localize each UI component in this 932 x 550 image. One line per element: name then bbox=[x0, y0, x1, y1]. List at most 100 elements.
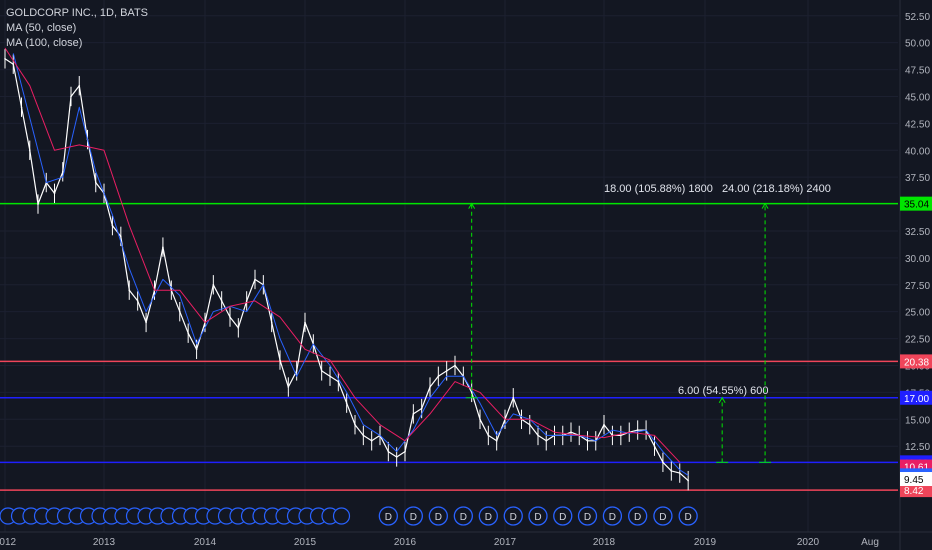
ma50-line bbox=[12, 53, 689, 476]
price-point bbox=[395, 456, 398, 458]
ma50-legend-label[interactable]: MA (50, close) bbox=[6, 22, 77, 34]
x-tick-label: 2020 bbox=[797, 537, 820, 548]
series-layer bbox=[4, 47, 689, 491]
dividend-marker-label: D bbox=[435, 512, 442, 523]
dividend-marker-label: D bbox=[485, 512, 492, 523]
price-point bbox=[512, 396, 515, 399]
price-point bbox=[653, 445, 656, 447]
horizontal-levels[interactable] bbox=[0, 202, 898, 491]
level-price-tag bbox=[900, 354, 932, 369]
price-point bbox=[195, 348, 198, 351]
x-tick-label: 2019 bbox=[694, 537, 717, 548]
x-tick-label: 2015 bbox=[294, 537, 317, 548]
level-price-label: 17.00 bbox=[904, 394, 929, 405]
last-price-label: 9.45 bbox=[904, 475, 924, 486]
price-point bbox=[603, 423, 605, 426]
price-point bbox=[279, 359, 281, 361]
x-tick-label: 2017 bbox=[494, 537, 517, 548]
price-point bbox=[670, 470, 673, 472]
y-tick-label: 27.50 bbox=[905, 281, 930, 292]
dividend-marker[interactable] bbox=[378, 506, 398, 526]
price-point bbox=[111, 224, 114, 227]
dividend-marker-label: D bbox=[510, 512, 517, 523]
dividend-marker[interactable] bbox=[503, 506, 523, 526]
dividend-marker[interactable] bbox=[453, 506, 473, 526]
price-point bbox=[528, 423, 531, 426]
symbol-title[interactable]: GOLDCORP INC., 1D, BATS bbox=[6, 7, 149, 19]
price-point bbox=[412, 413, 415, 415]
price-point bbox=[212, 283, 215, 286]
level-price-label: 20.38 bbox=[904, 357, 929, 368]
price-point bbox=[345, 402, 348, 404]
price-point bbox=[4, 58, 6, 60]
price-axis[interactable]: 52.5050.0047.5045.0042.5040.0037.5035.00… bbox=[899, 0, 932, 550]
price-point bbox=[454, 364, 456, 367]
dividend-marker[interactable] bbox=[553, 506, 573, 526]
dividend-marker[interactable] bbox=[602, 506, 623, 526]
chart-legend: GOLDCORP INC., 1D, BATS MA (50, close) M… bbox=[6, 6, 148, 51]
price-point bbox=[687, 479, 689, 482]
price-point bbox=[570, 431, 572, 434]
y-tick-label: 45.00 bbox=[905, 92, 930, 103]
price-point bbox=[420, 407, 423, 410]
dividend-marker[interactable] bbox=[577, 506, 598, 526]
price-point bbox=[12, 63, 15, 65]
price-point bbox=[237, 327, 240, 329]
x-tick-label: 2013 bbox=[93, 537, 116, 548]
ma100-legend-label[interactable]: MA (100, close) bbox=[6, 37, 83, 49]
dividend-marker[interactable] bbox=[478, 506, 498, 526]
measure-arrowhead bbox=[468, 202, 476, 209]
x-tick-label: 2016 bbox=[394, 537, 417, 548]
measure-arrowhead bbox=[761, 202, 769, 209]
level-price-tag bbox=[900, 483, 932, 498]
price-point bbox=[662, 461, 664, 464]
price-point bbox=[636, 429, 639, 431]
dividend-marker-label: D bbox=[410, 512, 417, 523]
price-point bbox=[437, 375, 440, 378]
price-point bbox=[487, 434, 490, 437]
price-point bbox=[304, 321, 306, 324]
price-point bbox=[445, 370, 448, 372]
price-point bbox=[94, 181, 97, 184]
price-point bbox=[136, 300, 139, 302]
measure-label: 18.00 (105.88%) 1800 bbox=[604, 183, 713, 195]
dividend-marker[interactable] bbox=[678, 506, 698, 526]
price-point bbox=[245, 300, 248, 302]
price-point bbox=[254, 278, 256, 281]
time-axis[interactable]: 2012 2013 2014 2015 2016 2017 2018 2019 2020 Aug bbox=[0, 531, 932, 548]
price-point bbox=[61, 170, 64, 173]
last-price-label: 10.61 bbox=[904, 463, 929, 474]
y-tick-label: 30.00 bbox=[905, 254, 930, 265]
x-tick-label: 2012 bbox=[0, 537, 17, 548]
y-tick-label: 50.00 bbox=[905, 39, 930, 50]
price-point bbox=[545, 440, 548, 442]
y-tick-label: 40.00 bbox=[905, 146, 930, 157]
dividend-marker[interactable] bbox=[428, 506, 448, 526]
price-point bbox=[187, 332, 189, 335]
price-point bbox=[537, 434, 539, 437]
price-point bbox=[470, 391, 473, 394]
price-point bbox=[120, 235, 122, 238]
price-point bbox=[429, 386, 431, 388]
y-tick-label: 25.00 bbox=[905, 308, 930, 319]
measure-arrowhead bbox=[718, 396, 726, 404]
dividend-marker[interactable] bbox=[628, 506, 648, 526]
dividend-marker[interactable] bbox=[653, 506, 673, 526]
measure-label: 6.00 (54.55%) 600 bbox=[678, 385, 769, 397]
dividend-marker-label: D bbox=[460, 512, 467, 523]
price-point bbox=[162, 246, 164, 248]
ma100-line bbox=[4, 47, 681, 463]
measure-tools[interactable]: 18.00 (105.88%) 1800 24.00 (218.18%) 2400… bbox=[465, 183, 831, 463]
dividend-marker-label: D bbox=[385, 512, 392, 523]
price-point bbox=[128, 289, 131, 291]
dividend-marker[interactable] bbox=[528, 506, 548, 526]
level-price-label: 35.04 bbox=[904, 200, 929, 211]
dividend-marker-label: D bbox=[609, 512, 616, 523]
price-point bbox=[295, 370, 298, 372]
dividend-marker[interactable] bbox=[403, 506, 423, 526]
price-point bbox=[370, 440, 373, 442]
dividend-marker[interactable] bbox=[332, 507, 351, 525]
price-point bbox=[320, 370, 323, 372]
